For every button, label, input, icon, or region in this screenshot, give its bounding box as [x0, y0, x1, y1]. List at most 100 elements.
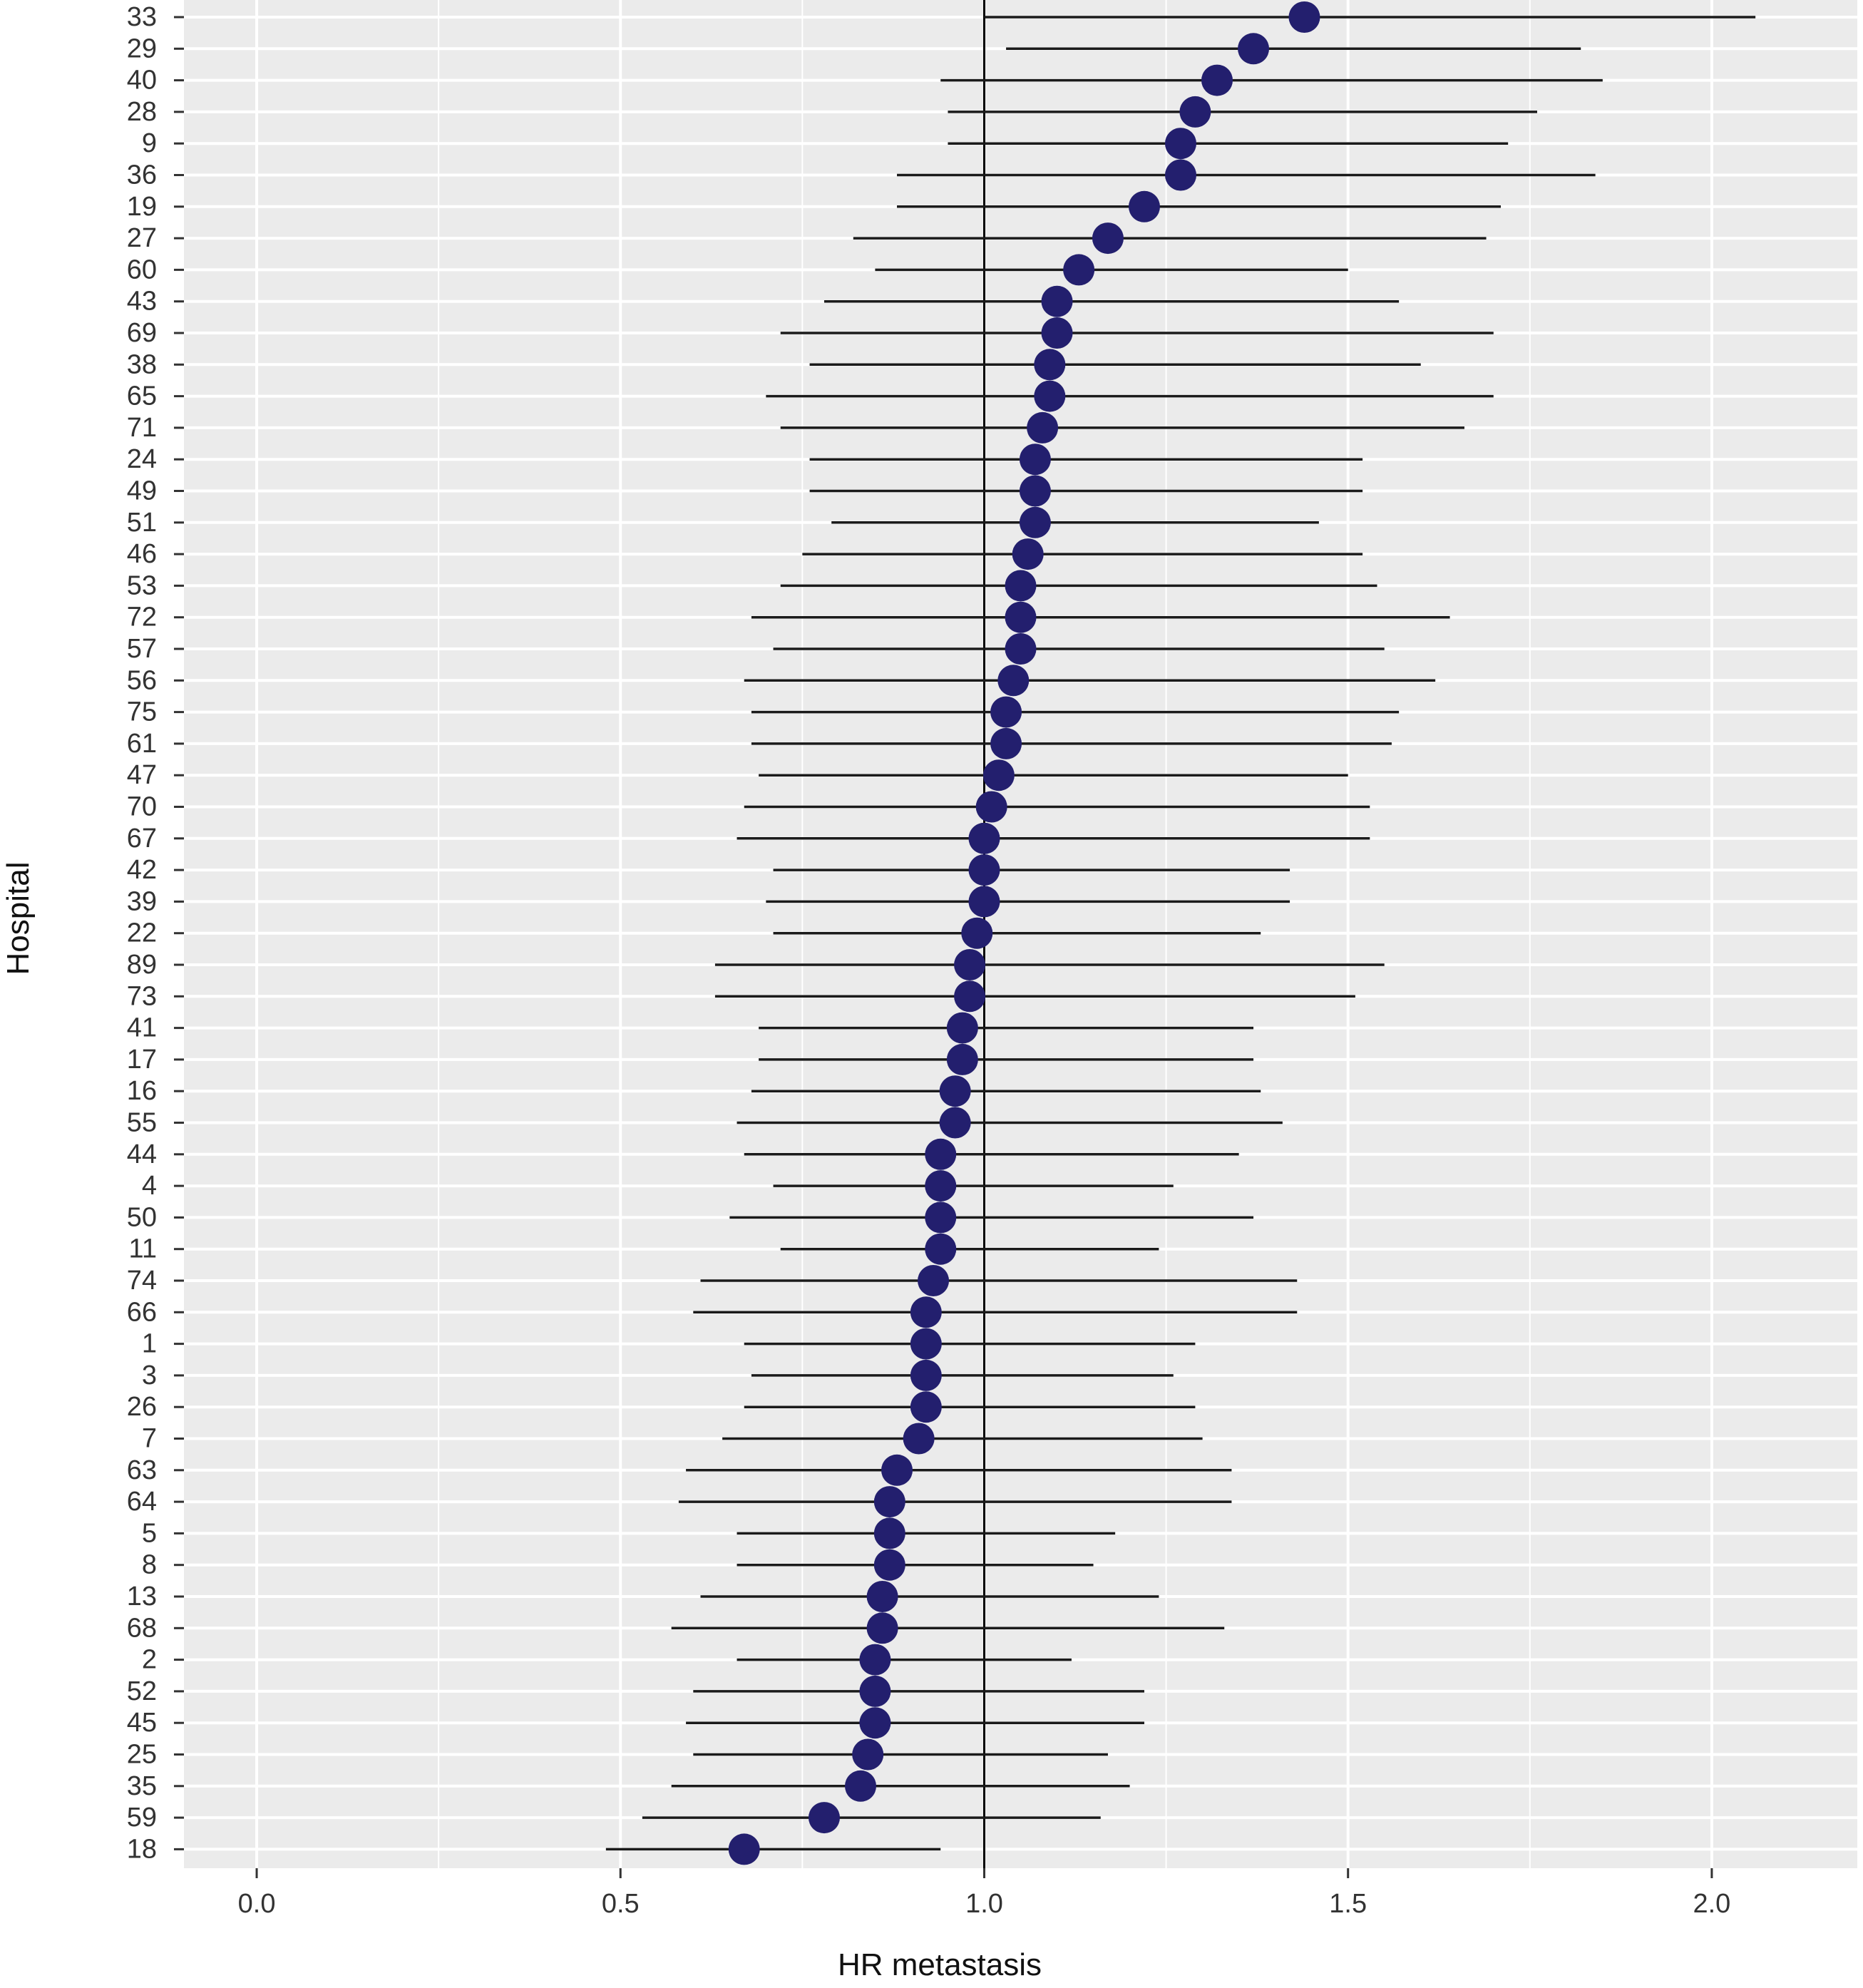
y-tick-label: 46	[127, 539, 157, 569]
y-tick-label: 56	[127, 665, 157, 695]
y-tick-label: 45	[127, 1708, 157, 1738]
hr-point-hospital-19	[1128, 190, 1160, 222]
hr-point-hospital-49	[1019, 475, 1051, 507]
y-tick-label: 7	[142, 1424, 157, 1454]
y-tick-label: 61	[127, 729, 157, 759]
hr-point-hospital-5	[873, 1517, 905, 1549]
y-tick-label: 26	[127, 1392, 157, 1422]
hr-point-hospital-13	[866, 1581, 898, 1612]
hr-point-hospital-63	[881, 1454, 913, 1486]
x-tick-label: 0.5	[602, 1889, 640, 1919]
y-tick-label: 41	[127, 1013, 157, 1043]
y-tick-label: 8	[142, 1550, 157, 1580]
y-tick-label: 13	[127, 1582, 157, 1612]
hr-point-hospital-72	[1005, 601, 1037, 633]
y-tick-label: 3	[142, 1361, 157, 1390]
hr-point-hospital-42	[968, 854, 1000, 886]
hr-point-hospital-36	[1164, 159, 1196, 191]
confidence-intervals	[605, 16, 1756, 1851]
y-tick-label: 69	[127, 318, 157, 348]
y-axis-title: Hospital	[1, 862, 36, 975]
y-tick-label: 36	[127, 160, 157, 190]
hr-point-hospital-69	[1041, 317, 1073, 349]
y-tick-label: 51	[127, 508, 157, 538]
y-tick-label: 4	[142, 1171, 157, 1201]
y-tick-label: 17	[127, 1045, 157, 1075]
hr-point-hospital-67	[968, 822, 1000, 854]
hr-point-hospital-16	[939, 1075, 971, 1107]
y-tick-labels: 3329402893619276043693865712449514653725…	[127, 2, 184, 1864]
hr-point-hospital-59	[808, 1802, 840, 1834]
y-tick-label: 53	[127, 570, 157, 600]
hr-point-hospital-66	[910, 1296, 942, 1328]
hr-point-hospital-43	[1041, 285, 1073, 317]
hr-point-hospital-4	[925, 1170, 957, 1202]
y-tick-label: 27	[127, 223, 157, 253]
y-tick-label: 1	[142, 1329, 157, 1359]
x-tick-label: 1.5	[1329, 1889, 1367, 1919]
hr-point-hospital-45	[859, 1707, 891, 1739]
y-tick-label: 73	[127, 981, 157, 1011]
hr-point-hospital-24	[1019, 444, 1051, 476]
hr-point-hospital-65	[1034, 380, 1066, 412]
hr-point-hospital-39	[968, 886, 1000, 918]
hr-point-hospital-25	[852, 1738, 884, 1771]
y-tick-label: 68	[127, 1613, 157, 1643]
hr-point-hospital-68	[866, 1612, 898, 1644]
hr-point-hospital-56	[997, 665, 1030, 697]
x-axis-title: HR metastasis	[838, 1947, 1042, 1982]
hr-point-hospital-3	[910, 1359, 942, 1391]
hr-point-hospital-27	[1092, 222, 1124, 255]
y-tick-label: 16	[127, 1076, 157, 1106]
hr-point-hospital-9	[1164, 128, 1196, 160]
y-tick-label: 28	[127, 97, 157, 127]
hr-point-hospital-73	[954, 980, 986, 1013]
hr-point-hospital-41	[946, 1012, 978, 1044]
hr-point-hospital-22	[961, 917, 993, 949]
y-tick-label: 66	[127, 1297, 157, 1327]
hr-point-hospital-40	[1201, 64, 1233, 96]
hr-point-hospital-60	[1063, 254, 1095, 286]
hr-point-hospital-7	[903, 1423, 935, 1455]
hazard-ratio-points	[728, 1, 1320, 1865]
y-tick-label: 65	[127, 381, 157, 411]
y-tick-label: 47	[127, 760, 157, 790]
y-tick-label: 52	[127, 1676, 157, 1706]
y-tick-label: 24	[127, 444, 157, 474]
hr-point-hospital-11	[925, 1233, 957, 1265]
hr-point-hospital-89	[954, 949, 986, 980]
y-tick-label: 2	[142, 1645, 157, 1675]
y-tick-label: 71	[127, 413, 157, 443]
y-tick-label: 42	[127, 855, 157, 885]
y-tick-label: 55	[127, 1108, 157, 1138]
y-tick-label: 67	[127, 824, 157, 854]
hr-point-hospital-1	[910, 1328, 942, 1360]
y-tick-label: 18	[127, 1834, 157, 1864]
hr-point-hospital-46	[1012, 538, 1044, 570]
y-tick-label: 72	[127, 603, 157, 632]
hr-point-hospital-70	[975, 791, 1007, 823]
y-tick-label: 40	[127, 66, 157, 96]
y-tick-label: 59	[127, 1803, 157, 1833]
hr-point-hospital-61	[990, 727, 1022, 759]
hr-point-hospital-57	[1005, 633, 1037, 665]
y-tick-label: 33	[127, 2, 157, 32]
y-tick-label: 39	[127, 886, 157, 916]
y-tick-label: 49	[127, 476, 157, 506]
y-tick-label: 19	[127, 192, 157, 222]
y-tick-label: 57	[127, 634, 157, 664]
hr-point-hospital-51	[1019, 506, 1051, 538]
y-tick-label: 50	[127, 1202, 157, 1232]
hr-point-hospital-17	[946, 1043, 978, 1075]
hr-point-hospital-50	[925, 1201, 957, 1234]
y-tick-label: 5	[142, 1518, 157, 1548]
y-tick-label: 75	[127, 697, 157, 727]
hr-point-hospital-64	[873, 1486, 905, 1518]
hr-point-hospital-29	[1238, 33, 1270, 65]
x-tick-label: 0.0	[238, 1889, 276, 1919]
hr-point-hospital-8	[873, 1549, 905, 1581]
y-tick-label: 70	[127, 792, 157, 822]
y-tick-label: 9	[142, 128, 157, 158]
hr-point-hospital-55	[939, 1107, 971, 1139]
y-tick-label: 11	[129, 1234, 157, 1264]
